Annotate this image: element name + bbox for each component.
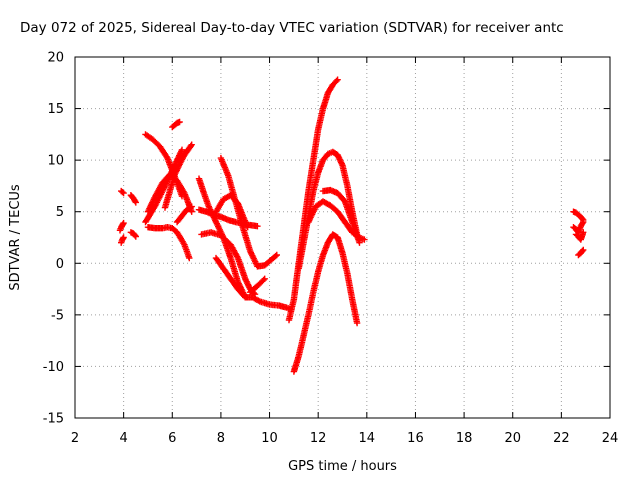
x-tick-label: 10 — [261, 431, 278, 446]
y-axis-label: SDTVAR / TECUs — [8, 184, 23, 291]
series-arc-12 — [161, 141, 195, 211]
data-point-markers — [118, 187, 127, 197]
series-arc-8 — [144, 224, 193, 262]
data-point-markers — [127, 192, 139, 206]
y-tick-label: 15 — [47, 102, 64, 117]
data-point-markers — [144, 224, 193, 262]
data-point-markers — [246, 275, 268, 296]
data-point-markers — [195, 206, 261, 230]
x-tick-label: 2 — [71, 431, 79, 446]
series-arc-5 — [127, 229, 139, 240]
series-arc-19 — [246, 275, 268, 296]
y-tick-label: 5 — [56, 205, 64, 220]
series-arc-18 — [212, 254, 295, 313]
data-point-markers — [118, 234, 127, 246]
data-point-markers — [116, 219, 127, 234]
grid-lines — [75, 57, 610, 418]
data-point-markers — [290, 231, 361, 375]
x-tick-label: 16 — [407, 431, 424, 446]
x-tick-label: 14 — [359, 431, 376, 446]
y-tick-label: 10 — [47, 154, 64, 169]
data-point-markers — [161, 141, 195, 211]
y-tick-label: -10 — [43, 360, 64, 375]
series-arc-15 — [198, 229, 259, 298]
data-point-markers — [127, 229, 139, 240]
series-arc-10 — [169, 118, 183, 131]
data-point-markers — [173, 203, 195, 226]
x-tick-label: 4 — [119, 431, 127, 446]
data-point-markers — [195, 175, 249, 301]
x-tick-label: 24 — [602, 431, 619, 446]
series-arc-25 — [570, 208, 587, 224]
plot-frame — [74, 56, 611, 419]
y-tick-label: 20 — [47, 51, 64, 66]
series-arc-27 — [572, 229, 587, 243]
data-points — [116, 76, 587, 375]
series-arc-2 — [116, 219, 127, 234]
series-arc-13 — [195, 175, 249, 301]
x-tick-label: 20 — [504, 431, 521, 446]
data-point-markers — [212, 192, 251, 231]
data-point-markers — [319, 186, 363, 246]
series-arc-1 — [118, 187, 127, 197]
data-point-markers — [198, 229, 259, 298]
chart-title: Day 072 of 2025, Sidereal Day-to-day VTE… — [20, 20, 564, 36]
y-tick-label: 0 — [56, 257, 64, 272]
x-tick-label: 8 — [217, 431, 225, 446]
data-point-markers — [570, 208, 587, 224]
series-arc-24 — [319, 186, 363, 246]
y-tick-label: -5 — [51, 308, 64, 323]
data-point-markers — [572, 229, 587, 243]
series-arc-4 — [127, 192, 139, 206]
series-arc-21 — [290, 231, 361, 375]
series-arc-26 — [570, 218, 587, 236]
y-tick-label: -15 — [43, 412, 64, 427]
series-arc-17 — [212, 192, 251, 231]
x-axis-label: GPS time / hours — [288, 459, 397, 474]
x-tick-label: 22 — [553, 431, 570, 446]
series-arc-3 — [118, 234, 127, 246]
data-point-markers — [575, 246, 587, 259]
series-arc-28 — [575, 246, 587, 259]
x-tick-label: 12 — [310, 431, 327, 446]
data-point-markers — [570, 218, 587, 236]
data-point-markers — [169, 118, 183, 131]
series-arc-11 — [173, 203, 195, 226]
series-arc-14 — [195, 206, 261, 230]
x-tick-label: 18 — [456, 431, 473, 446]
x-tick-label: 6 — [168, 431, 176, 446]
data-point-markers — [212, 254, 295, 313]
